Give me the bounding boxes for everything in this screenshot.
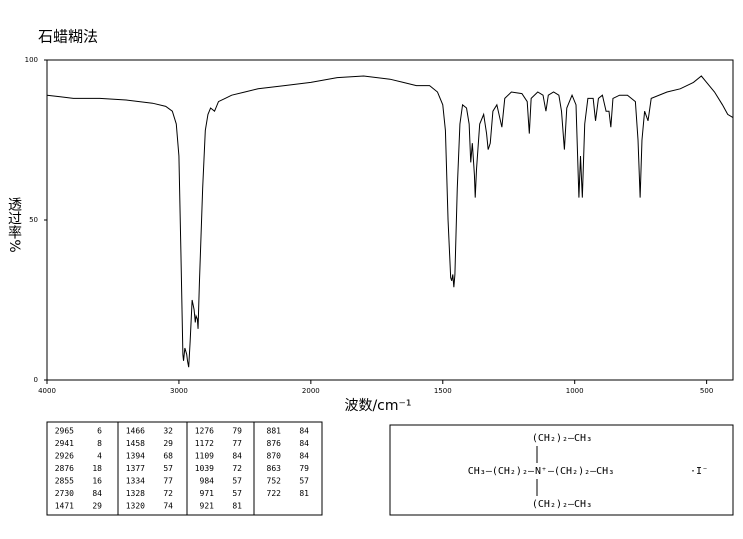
structure-top: (CH₂)₂—CH₃ <box>532 433 592 444</box>
peak-transmittance: 57 <box>299 477 309 486</box>
x-axis-label: 波数/cm⁻¹ <box>344 398 411 414</box>
peak-wavenumber: 1109 <box>195 452 214 461</box>
peak-transmittance: 29 <box>163 439 173 448</box>
peak-wavenumber: 921 <box>200 502 215 511</box>
peak-transmittance: 57 <box>163 464 173 473</box>
peak-transmittance: 84 <box>299 427 309 436</box>
peak-wavenumber: 984 <box>200 477 215 486</box>
peak-transmittance: 79 <box>299 464 309 473</box>
x-tick-label: 1500 <box>434 387 452 395</box>
peak-wavenumber: 1328 <box>126 489 145 498</box>
peak-transmittance: 84 <box>299 452 309 461</box>
structure-right: —(CH₂)₂—CH₃ <box>548 466 614 477</box>
y-tick-label: 100 <box>25 56 38 64</box>
peak-wavenumber: 2876 <box>55 464 74 473</box>
peak-transmittance: 57 <box>232 489 242 498</box>
y-tick-label: 0 <box>34 376 38 384</box>
plot-frame <box>46 59 734 381</box>
x-tick-label: 500 <box>700 387 713 395</box>
peak-transmittance: 16 <box>92 477 102 486</box>
peak-transmittance: 77 <box>232 439 242 448</box>
peak-transmittance: 84 <box>232 452 242 461</box>
peak-transmittance: 84 <box>299 439 309 448</box>
structure-frame <box>389 424 734 516</box>
peak-wavenumber: 722 <box>267 489 282 498</box>
peak-wavenumber: 2855 <box>55 477 74 486</box>
peak-wavenumber: 876 <box>267 439 282 448</box>
peak-transmittance: 74 <box>163 502 173 511</box>
peak-wavenumber: 1377 <box>126 464 145 473</box>
chart-title: 石蜡糊法 <box>38 28 98 46</box>
peak-transmittance: 29 <box>92 502 102 511</box>
peak-wavenumber: 1172 <box>195 439 214 448</box>
peak-transmittance: 84 <box>92 489 102 498</box>
peak-wavenumber: 2965 <box>55 427 74 436</box>
peak-wavenumber: 1471 <box>55 502 74 511</box>
peak-wavenumber: 752 <box>267 477 282 486</box>
peak-transmittance: 18 <box>92 464 102 473</box>
peak-wavenumber: 1394 <box>126 452 145 461</box>
peak-table-frame <box>46 421 323 516</box>
peak-wavenumber: 1458 <box>126 439 145 448</box>
peak-transmittance: 68 <box>163 452 173 461</box>
x-tick-label: 3000 <box>170 387 188 395</box>
x-tick-label: 1000 <box>566 387 584 395</box>
peak-wavenumber: 2926 <box>55 452 74 461</box>
peak-transmittance: 4 <box>97 452 102 461</box>
y-axis-label: 透过率% <box>6 197 22 252</box>
peak-wavenumber: 2941 <box>55 439 74 448</box>
structure-counterion: ·I⁻ <box>690 466 708 477</box>
peak-wavenumber: 2730 <box>55 489 74 498</box>
peak-wavenumber: 881 <box>267 427 282 436</box>
peak-wavenumber: 1039 <box>195 464 214 473</box>
peak-wavenumber: 1334 <box>126 477 145 486</box>
structure-center: N⁺ <box>535 466 547 477</box>
peak-wavenumber: 863 <box>267 464 282 473</box>
peak-transmittance: 72 <box>232 464 242 473</box>
x-tick-label: 4000 <box>38 387 56 395</box>
peak-transmittance: 57 <box>232 477 242 486</box>
peak-wavenumber: 971 <box>200 489 215 498</box>
y-tick-label: 50 <box>29 216 38 224</box>
peak-transmittance: 32 <box>163 427 173 436</box>
peak-transmittance: 72 <box>163 489 173 498</box>
peak-transmittance: 6 <box>97 427 102 436</box>
x-tick-label: 2000 <box>302 387 320 395</box>
peak-wavenumber: 1466 <box>126 427 145 436</box>
peak-transmittance: 81 <box>299 489 309 498</box>
spectrum-line <box>46 75 734 368</box>
peak-wavenumber: 1276 <box>195 427 214 436</box>
peak-transmittance: 79 <box>232 427 242 436</box>
structure-bottom: (CH₂)₂—CH₃ <box>532 499 592 510</box>
peak-wavenumber: 1320 <box>126 502 145 511</box>
peak-transmittance: 77 <box>163 477 173 486</box>
peak-transmittance: 81 <box>232 502 242 511</box>
peak-transmittance: 8 <box>97 439 102 448</box>
structure-left: CH₃—(CH₂)₂— <box>468 466 535 477</box>
peak-wavenumber: 870 <box>267 452 282 461</box>
